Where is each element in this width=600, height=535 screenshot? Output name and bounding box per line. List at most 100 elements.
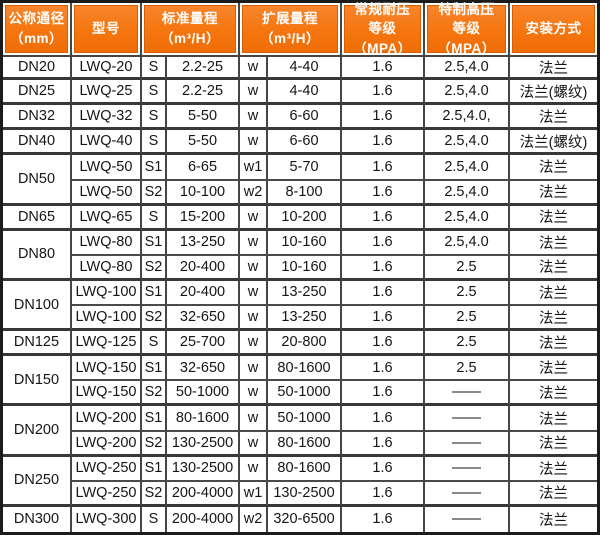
cell-mpa: 1.6 [342, 431, 425, 457]
cell-std-range: 10-100 [167, 180, 240, 206]
cell-ext-code: w [240, 205, 268, 231]
cell-dn: DN300 [3, 506, 72, 532]
cell-model: LWQ-125 [72, 331, 142, 357]
cell-std-range: 32-650 [167, 356, 240, 382]
cell-dn: DN150 [3, 356, 72, 407]
cell-range-code: S [142, 331, 167, 357]
header-ext-range-label: 扩展量程 （m³/H） [242, 5, 338, 53]
cell-std-range: 2.2-25 [167, 80, 240, 106]
cell-range-code: S2 [142, 431, 167, 457]
cell-std-range: 200-4000 [167, 481, 240, 507]
cell-hp: 2.5 [425, 331, 510, 357]
cell-hp: 2.5,4.0 [425, 180, 510, 206]
cell-ext-range: 4-40 [268, 80, 342, 106]
cell-model: LWQ-150 [72, 356, 142, 382]
cell-std-range: 80-1600 [167, 406, 240, 432]
cell-install: 法兰 [510, 356, 597, 382]
cell-range-code: S1 [142, 230, 167, 256]
cell-std-range: 25-700 [167, 331, 240, 357]
cell-install: 法兰 [510, 306, 597, 332]
cell-mpa: 1.6 [342, 331, 425, 357]
cell-ext-range: 80-1600 [268, 431, 342, 457]
cell-std-range: 2.2-25 [167, 55, 240, 81]
header-install-label: 安装方式 [512, 5, 595, 53]
cell-model: LWQ-20 [72, 55, 142, 81]
header-model: 型号 [72, 3, 142, 55]
cell-hp: 2.5,4.0 [425, 205, 510, 231]
cell-ext-range: 10-160 [268, 255, 342, 281]
cell-install: 法兰 [510, 381, 597, 407]
cell-std-range: 5-50 [167, 105, 240, 131]
cell-ext-code: w [240, 331, 268, 357]
cell-mpa: 1.6 [342, 306, 425, 332]
cell-mpa: 1.6 [342, 280, 425, 307]
cell-ext-range: 80-1600 [268, 456, 342, 482]
cell-model: LWQ-32 [72, 105, 142, 131]
cell-mpa: 1.6 [342, 481, 425, 507]
cell-model: LWQ-50 [72, 155, 142, 181]
cell-dn: DN20 [3, 55, 72, 81]
cell-install: 法兰 [510, 180, 597, 206]
cell-hp: 2.5 [425, 356, 510, 382]
cell-dn: DN125 [3, 331, 72, 357]
cell-dn: DN250 [3, 456, 72, 507]
cell-std-range: 130-2500 [167, 456, 240, 482]
cell-dn: DN65 [3, 205, 72, 231]
header-ext-range: 扩展量程 （m³/H） [240, 3, 342, 55]
cell-ext-range: 10-200 [268, 205, 342, 231]
cell-ext-code: w1 [240, 481, 268, 507]
cell-mpa: 1.6 [342, 55, 425, 81]
cell-ext-range: 4-40 [268, 55, 342, 81]
cell-ext-code: w1 [240, 155, 268, 181]
cell-std-range: 5-50 [167, 130, 240, 156]
cell-ext-code: w [240, 255, 268, 281]
cell-install: 法兰 [510, 280, 597, 307]
cell-range-code: S2 [142, 481, 167, 507]
cell-ext-range: 13-250 [268, 280, 342, 307]
cell-hp: 2.5 [425, 280, 510, 307]
cell-model: LWQ-100 [72, 280, 142, 307]
cell-model: LWQ-300 [72, 506, 142, 532]
cell-std-range: 6-65 [167, 155, 240, 181]
header-model-label: 型号 [74, 5, 138, 53]
cell-ext-code: w [240, 105, 268, 131]
cell-hp: 2.5 [425, 255, 510, 281]
cell-mpa: 1.6 [342, 230, 425, 256]
cell-range-code: S1 [142, 406, 167, 432]
cell-range-code: S [142, 130, 167, 156]
cell-std-range: 13-250 [167, 230, 240, 256]
cell-model: LWQ-50 [72, 180, 142, 206]
cell-install: 法兰 [510, 105, 597, 131]
cell-hp: —— [425, 406, 510, 432]
cell-ext-code: w2 [240, 180, 268, 206]
cell-dn: DN25 [3, 80, 72, 106]
cell-dn: DN200 [3, 406, 72, 457]
cell-install: 法兰 [510, 481, 597, 507]
cell-model: LWQ-250 [72, 481, 142, 507]
cell-model: LWQ-100 [72, 306, 142, 332]
cell-ext-range: 80-1600 [268, 356, 342, 382]
cell-hp: —— [425, 506, 510, 532]
cell-std-range: 15-200 [167, 205, 240, 231]
cell-hp: 2.5,4.0, [425, 105, 510, 131]
cell-model: LWQ-80 [72, 230, 142, 256]
cell-range-code: S [142, 105, 167, 131]
cell-ext-range: 20-800 [268, 331, 342, 357]
header-std-range-label: 标准量程 （m³/H） [144, 5, 236, 53]
cell-ext-range: 320-6500 [268, 506, 342, 532]
cell-ext-range: 6-60 [268, 130, 342, 156]
cell-range-code: S [142, 55, 167, 81]
cell-mpa: 1.6 [342, 130, 425, 156]
cell-model: LWQ-25 [72, 80, 142, 106]
cell-range-code: S2 [142, 255, 167, 281]
cell-mpa: 1.6 [342, 80, 425, 106]
cell-hp: —— [425, 431, 510, 457]
cell-model: LWQ-250 [72, 456, 142, 482]
cell-hp: 2.5,4.0 [425, 80, 510, 106]
cell-ext-range: 130-2500 [268, 481, 342, 507]
cell-ext-code: w [240, 230, 268, 256]
cell-std-range: 20-400 [167, 255, 240, 281]
cell-ext-range: 50-1000 [268, 406, 342, 432]
cell-mpa: 1.6 [342, 406, 425, 432]
header-std-range: 标准量程 （m³/H） [142, 3, 240, 55]
